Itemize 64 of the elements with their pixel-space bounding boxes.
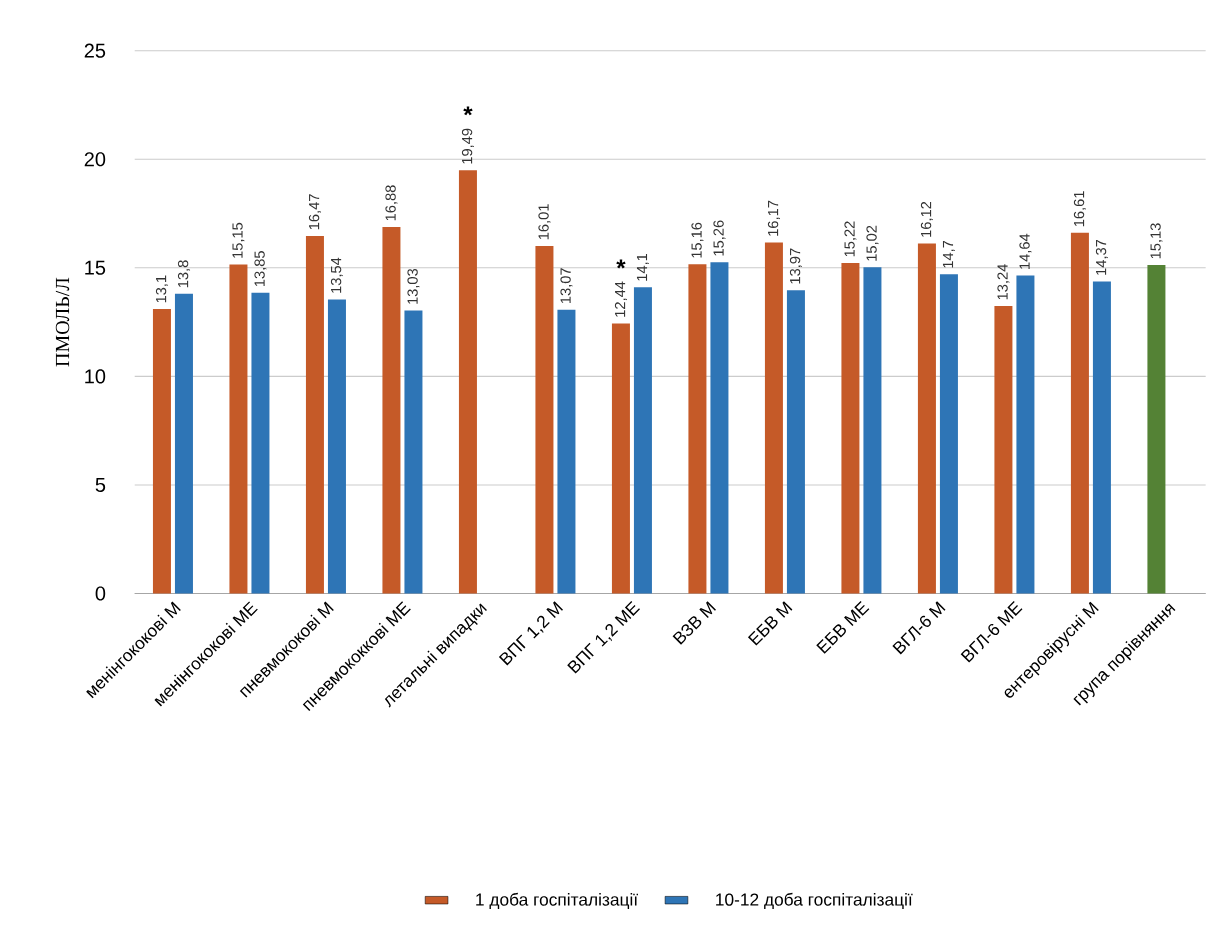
data-label: 16,88 — [385, 185, 398, 221]
annotation: * — [616, 259, 626, 269]
bar — [535, 245, 554, 594]
data-label: 13,1 — [155, 275, 169, 303]
data-label: 13,85 — [254, 250, 267, 286]
y-tick-label: 20 — [84, 152, 106, 167]
bar — [229, 264, 248, 594]
y-tick-label: 0 — [95, 586, 106, 601]
data-label: 13,24 — [997, 264, 1010, 300]
y-tick-label: 15 — [85, 260, 106, 275]
data-label: 15,26 — [713, 220, 726, 256]
data-label: 14,7 — [942, 240, 955, 268]
legend-label: 10-12 доба госпіталізації — [716, 892, 913, 909]
bar — [710, 262, 729, 594]
bar — [458, 170, 477, 594]
bar — [327, 299, 346, 594]
bar — [994, 305, 1013, 594]
bar — [939, 274, 958, 594]
bar — [764, 242, 783, 594]
bar — [917, 243, 936, 594]
data-label: 13,07 — [560, 268, 573, 303]
data-label: 12,44 — [614, 281, 627, 317]
data-label: 15,02 — [866, 225, 879, 261]
bar — [841, 262, 860, 594]
bar — [174, 293, 193, 594]
data-label: 14,1 — [636, 253, 649, 281]
y-tick-label: 5 — [95, 477, 106, 492]
bar — [1092, 281, 1111, 594]
bar — [152, 308, 171, 594]
data-label: 16,17 — [767, 200, 780, 236]
y-axis-title: ПМОЛЬ/Л — [55, 277, 70, 367]
data-label: 15,22 — [844, 221, 857, 257]
bar — [557, 309, 576, 594]
y-tick-label: 25 — [84, 43, 106, 58]
data-label: 14,64 — [1019, 233, 1032, 269]
bar — [863, 267, 882, 594]
bar — [786, 290, 805, 594]
data-label: 13,97 — [789, 248, 802, 284]
data-label: 14,37 — [1095, 239, 1108, 275]
data-label: 13,03 — [407, 268, 420, 304]
annotation: * — [463, 106, 473, 116]
data-label: 16,61 — [1073, 191, 1086, 227]
bar — [305, 235, 324, 594]
y-tick-label: 10 — [85, 369, 106, 384]
bar — [1070, 232, 1089, 594]
data-label: 15,15 — [232, 222, 245, 258]
data-label: 19,49 — [461, 128, 475, 164]
legend-label: 1 доба госпіталізації — [476, 892, 638, 909]
bar — [1016, 275, 1035, 594]
data-label: 16,47 — [308, 194, 322, 230]
data-label: 16,12 — [920, 201, 933, 237]
data-label: 15,16 — [691, 222, 704, 258]
bar — [251, 292, 270, 594]
bar — [611, 323, 630, 594]
data-label: 15,13 — [1150, 223, 1163, 259]
x-tick-label: ВЗВ М — [672, 601, 716, 645]
bar — [404, 310, 423, 594]
bar — [688, 264, 707, 594]
bar — [1147, 264, 1166, 594]
bar — [633, 287, 652, 594]
data-label: 16,01 — [538, 204, 551, 240]
data-label: 13,54 — [330, 257, 344, 293]
data-label: 13,8 — [177, 260, 191, 288]
bar — [382, 226, 401, 594]
